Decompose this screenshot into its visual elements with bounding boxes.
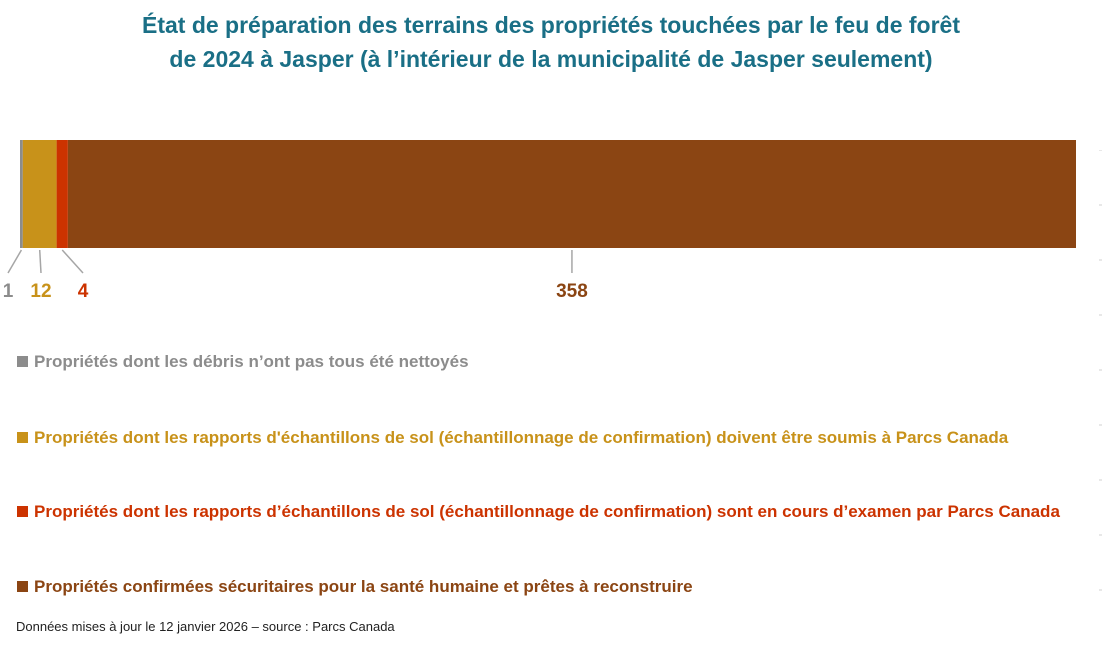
- data-label-grey: 1: [3, 281, 14, 302]
- legend-swatch-grey: [17, 356, 28, 367]
- bar-segment-gold: [22, 140, 57, 248]
- legend-item-red: Propriétés dont les rapports d’échantill…: [17, 498, 1087, 525]
- chart-title-line-2: de 2024 à Jasper (à l’intérieur de la mu…: [169, 46, 933, 72]
- legend-label-red: Propriétés dont les rapports d’échantill…: [34, 502, 1060, 521]
- legend-swatch-gold: [17, 432, 28, 443]
- legend-label-grey: Propriétés dont les débris n’ont pas tou…: [34, 352, 469, 371]
- legend-label-brown: Propriétés confirmées sécuritaires pour …: [34, 577, 693, 596]
- edge-tick-marks: [1099, 150, 1102, 591]
- data-label-red: 4: [78, 281, 89, 302]
- bar-segment-brown: [67, 140, 1077, 248]
- chart-title-line-1: État de préparation des terrains des pro…: [141, 12, 960, 38]
- legend-label-gold: Propriétés dont les rapports d'échantill…: [34, 428, 1009, 447]
- bar-segment-grey: [20, 140, 23, 248]
- leader-line-red: [61, 249, 84, 274]
- footnote: Données mises à jour le 12 janvier 2026 …: [16, 619, 395, 634]
- leader-line-gold: [38, 249, 42, 274]
- data-label-brown: 358: [556, 281, 588, 302]
- legend-item-brown: Propriétés confirmées sécuritaires pour …: [17, 573, 1087, 600]
- legend-item-gold: Propriétés dont les rapports d'échantill…: [17, 424, 1087, 451]
- legend-item-grey: Propriétés dont les débris n’ont pas tou…: [17, 348, 1087, 375]
- leader-line-grey: [7, 249, 23, 274]
- data-label-gold: 12: [30, 281, 51, 302]
- stacked-bar-chart: 1 12 4 358: [3, 140, 1077, 302]
- bar-segment-red: [56, 140, 68, 248]
- legend-swatch-red: [17, 506, 28, 517]
- legend-swatch-brown: [17, 581, 28, 592]
- chart-title: État de préparation des terrains des pro…: [0, 8, 1102, 76]
